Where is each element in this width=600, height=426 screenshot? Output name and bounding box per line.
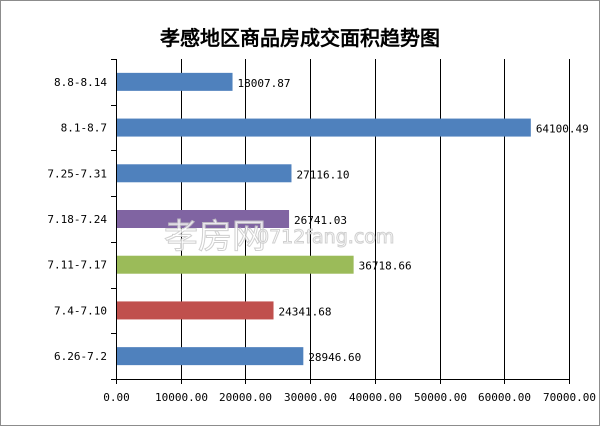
bar	[117, 164, 292, 183]
axis-layer: 0.00 10000.00 20000.00 30000.00 40000.00 5000…	[103, 59, 596, 404]
category-tick-label: 8.8-8.14	[54, 76, 107, 89]
category-tick-label: 8.1-8.7	[61, 122, 107, 135]
x-tick-label: 60000.00	[478, 391, 531, 404]
category-tick-label: 7.11-7.17	[47, 259, 107, 272]
data-label: 27116.10	[296, 168, 349, 181]
x-tick-label: 10000.00	[155, 391, 208, 404]
category-tick-label: 7.4-7.10	[54, 304, 107, 317]
data-label: 28946.60	[308, 351, 361, 364]
category-tick-label: 7.18-7.24	[47, 213, 107, 226]
category-tick-label: 7.25-7.31	[47, 167, 107, 180]
chart-title: 孝感地区商品房成交面积趋势图	[159, 26, 440, 50]
data-label: 64100.49	[536, 123, 589, 136]
watermark-sub: 0712fang.com	[257, 226, 394, 248]
x-tick-label: 70000.00	[543, 391, 596, 404]
bar	[117, 347, 304, 366]
label-layer: 18007.87 8.8-8.14 64100.49 8.1-8.7 27116.10 7…	[47, 76, 588, 364]
x-tick-label: 20000.00	[219, 391, 272, 404]
bar	[117, 255, 354, 274]
watermark-main: 孝房网	[164, 217, 266, 257]
watermark: 孝房网 0712fang.com	[164, 217, 395, 258]
bar-layer	[117, 72, 531, 366]
bar	[117, 118, 531, 137]
bar	[117, 72, 233, 91]
bar	[117, 301, 274, 320]
category-tick-label: 6.26-7.2	[54, 350, 107, 363]
x-tick-label: 30000.00	[284, 391, 337, 404]
data-label: 24341.68	[279, 305, 332, 318]
grid-layer	[181, 59, 570, 379]
data-label: 36718.66	[359, 260, 412, 273]
data-label: 18007.87	[238, 77, 291, 90]
x-tick-label: 0.00	[103, 391, 130, 404]
x-tick-label: 50000.00	[414, 391, 467, 404]
data-label: 26741.03	[294, 214, 347, 227]
x-tick-label: 40000.00	[349, 391, 402, 404]
bar	[117, 210, 290, 228]
